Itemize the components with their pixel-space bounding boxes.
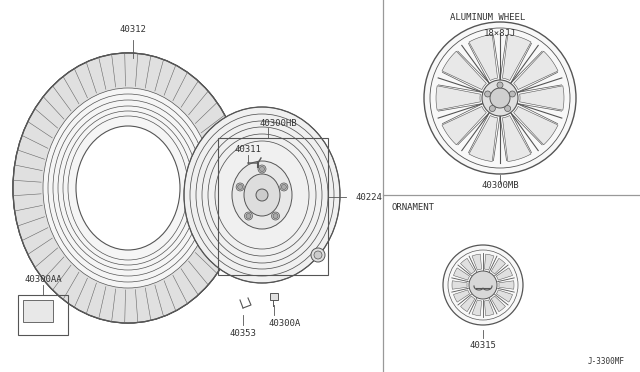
- Circle shape: [280, 183, 288, 191]
- Text: ALUMINUM WHEEL: ALUMINUM WHEEL: [450, 13, 525, 22]
- Polygon shape: [491, 296, 506, 312]
- Circle shape: [509, 91, 515, 97]
- Text: 40353: 40353: [230, 328, 257, 337]
- Circle shape: [482, 80, 518, 116]
- Ellipse shape: [244, 174, 280, 216]
- Text: 40224: 40224: [355, 192, 382, 202]
- Text: 40312: 40312: [120, 26, 147, 35]
- Polygon shape: [454, 290, 470, 302]
- Circle shape: [311, 248, 325, 262]
- Circle shape: [490, 106, 495, 112]
- Polygon shape: [469, 115, 497, 161]
- Circle shape: [497, 82, 503, 88]
- Polygon shape: [514, 106, 558, 145]
- Circle shape: [314, 251, 322, 259]
- Polygon shape: [442, 51, 486, 90]
- Polygon shape: [491, 258, 506, 274]
- Polygon shape: [514, 51, 558, 90]
- Polygon shape: [499, 281, 514, 289]
- Circle shape: [273, 214, 278, 218]
- Polygon shape: [472, 254, 482, 270]
- Text: 40300AA: 40300AA: [24, 276, 62, 285]
- Ellipse shape: [184, 107, 340, 283]
- Text: 40300MB: 40300MB: [481, 180, 519, 189]
- Text: 40300HB: 40300HB: [259, 119, 297, 128]
- Polygon shape: [502, 115, 531, 161]
- Bar: [18, 295, 68, 335]
- Circle shape: [246, 214, 251, 218]
- Text: ORNAMENT: ORNAMENT: [392, 203, 435, 212]
- Polygon shape: [454, 268, 470, 280]
- Polygon shape: [461, 258, 475, 274]
- Ellipse shape: [232, 161, 292, 229]
- Text: 40311: 40311: [235, 145, 261, 154]
- Ellipse shape: [13, 53, 243, 323]
- Polygon shape: [520, 86, 564, 110]
- Circle shape: [259, 167, 264, 171]
- Circle shape: [469, 271, 497, 299]
- Text: 40300A: 40300A: [269, 318, 301, 327]
- Circle shape: [256, 189, 268, 201]
- Circle shape: [271, 212, 280, 220]
- Circle shape: [443, 245, 523, 325]
- Polygon shape: [442, 106, 486, 145]
- Circle shape: [484, 91, 491, 97]
- Polygon shape: [484, 254, 494, 270]
- Circle shape: [237, 185, 243, 189]
- Polygon shape: [436, 86, 481, 110]
- Circle shape: [424, 22, 576, 174]
- Polygon shape: [484, 300, 494, 316]
- Polygon shape: [502, 35, 531, 80]
- Polygon shape: [497, 268, 513, 280]
- Ellipse shape: [13, 53, 243, 323]
- Circle shape: [236, 183, 244, 191]
- Circle shape: [258, 165, 266, 173]
- Ellipse shape: [76, 126, 180, 250]
- Text: 40315: 40315: [470, 341, 497, 350]
- Polygon shape: [472, 300, 482, 316]
- Polygon shape: [469, 35, 497, 80]
- Circle shape: [505, 106, 511, 112]
- Polygon shape: [461, 296, 475, 312]
- Text: J-3300MF: J-3300MF: [588, 357, 625, 366]
- Circle shape: [490, 88, 510, 108]
- Ellipse shape: [43, 88, 213, 288]
- Bar: [23, 300, 53, 322]
- Circle shape: [282, 185, 286, 189]
- Polygon shape: [452, 281, 467, 289]
- Bar: [270, 293, 278, 300]
- Circle shape: [244, 212, 253, 220]
- Bar: [218, 138, 328, 275]
- Text: 18×8JJ: 18×8JJ: [484, 29, 516, 38]
- Polygon shape: [497, 290, 513, 302]
